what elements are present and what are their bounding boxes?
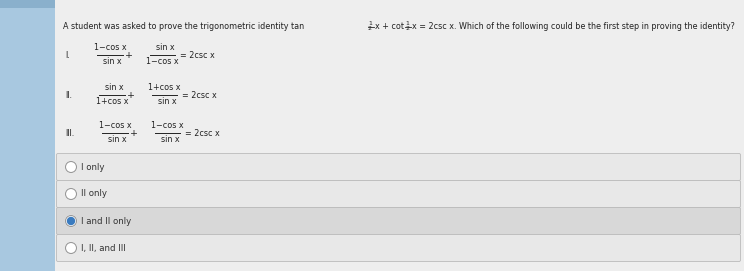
Text: 2: 2 [405, 26, 409, 31]
Text: 1−cos x: 1−cos x [151, 121, 184, 130]
Text: sin x: sin x [153, 96, 176, 105]
Text: x = 2csc x. Which of the following could be the first step in proving the identi: x = 2csc x. Which of the following could… [412, 22, 735, 31]
Circle shape [68, 218, 74, 224]
Text: = 2csc x: = 2csc x [180, 50, 215, 60]
Text: III.: III. [65, 128, 74, 137]
FancyBboxPatch shape [57, 208, 740, 234]
Text: I and II only: I and II only [81, 217, 131, 225]
Text: x + cot: x + cot [375, 22, 404, 31]
Text: I, II, and III: I, II, and III [81, 244, 126, 253]
Text: 1: 1 [368, 21, 372, 26]
Text: II only: II only [81, 189, 107, 198]
Text: I.: I. [65, 50, 70, 60]
FancyBboxPatch shape [57, 153, 740, 180]
Text: sin x: sin x [103, 134, 126, 144]
Text: 1−cos x: 1−cos x [99, 121, 131, 130]
Text: 2: 2 [368, 26, 372, 31]
Circle shape [65, 215, 77, 227]
Text: 1+cos x: 1+cos x [148, 82, 181, 92]
FancyBboxPatch shape [0, 0, 55, 271]
Text: 1: 1 [405, 21, 409, 26]
FancyBboxPatch shape [0, 0, 55, 8]
FancyBboxPatch shape [57, 234, 740, 262]
Text: sin x: sin x [151, 43, 174, 51]
Text: sin x: sin x [98, 56, 122, 66]
Text: 1−cos x: 1−cos x [147, 56, 179, 66]
Text: sin x: sin x [100, 82, 124, 92]
Text: 1+cos x: 1+cos x [96, 96, 128, 105]
Text: A student was asked to prove the trigonometric identity tan: A student was asked to prove the trigono… [63, 22, 304, 31]
Text: +: + [129, 128, 138, 137]
Text: +: + [126, 91, 135, 99]
Text: sin x: sin x [155, 134, 179, 144]
FancyBboxPatch shape [57, 180, 740, 208]
FancyBboxPatch shape [55, 0, 744, 271]
Circle shape [65, 243, 77, 253]
Text: = 2csc x: = 2csc x [185, 128, 220, 137]
Text: I only: I only [81, 163, 104, 172]
Circle shape [65, 162, 77, 173]
Text: +: + [124, 50, 132, 60]
Circle shape [65, 189, 77, 199]
Text: = 2csc x: = 2csc x [182, 91, 217, 99]
Text: II.: II. [65, 91, 72, 99]
Text: 1−cos x: 1−cos x [94, 43, 126, 51]
